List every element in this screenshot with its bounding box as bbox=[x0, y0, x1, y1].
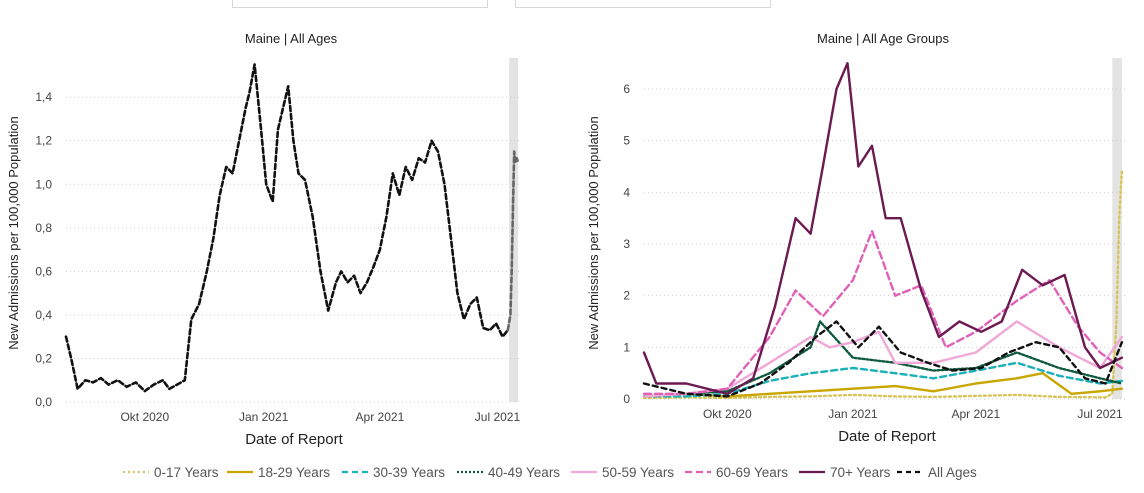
y-tick-label: 0,6 bbox=[35, 264, 52, 278]
legend: 0-17 Years 18-29 Years 30-39 Years 40-49 Ye… bbox=[123, 465, 977, 480]
series-50-59-years bbox=[642, 320, 1124, 398]
y-tick-label: 1,0 bbox=[35, 177, 52, 191]
chart-title: Maine | All Ages bbox=[245, 31, 338, 46]
x-tick-label: Okt 2020 bbox=[120, 410, 169, 424]
legend-item-label: 40-49 Years bbox=[488, 465, 560, 480]
filter-box-right[interactable] bbox=[515, 0, 771, 8]
legend-item-label: 18-29 Years bbox=[258, 465, 330, 480]
y-tick-label: 4 bbox=[623, 185, 630, 199]
legend-item-label: 0-17 Years bbox=[154, 465, 219, 480]
shaded-region bbox=[1112, 58, 1122, 399]
legend-item-label: 50-59 Years bbox=[602, 465, 674, 480]
filter-box-left[interactable] bbox=[232, 0, 488, 8]
legend-item-label: 70+ Years bbox=[830, 465, 891, 480]
y-tick-label: 0,8 bbox=[35, 221, 52, 235]
y-tick-label: 1,2 bbox=[35, 134, 52, 148]
y-tick-label: 1 bbox=[623, 340, 630, 354]
y-tick-label: 5 bbox=[623, 134, 630, 148]
y-tick-label: 3 bbox=[623, 237, 630, 251]
x-tick-label: Okt 2020 bbox=[703, 407, 752, 421]
y-tick-label: 0 bbox=[623, 392, 630, 406]
series-0-17-years bbox=[642, 170, 1124, 400]
y-tick-label: 0,2 bbox=[35, 351, 52, 365]
y-tick-label: 1,4 bbox=[35, 90, 52, 104]
chart-age-groups: Maine | All Age Groups New Admissions pe… bbox=[586, 31, 1126, 445]
x-tick-label: Jan 2021 bbox=[828, 407, 878, 421]
x-tick-label: Apr 2021 bbox=[356, 410, 405, 424]
legend-item-label: All Ages bbox=[928, 465, 977, 480]
series-all-ages bbox=[642, 320, 1124, 398]
y-tick-label: 6 bbox=[623, 82, 630, 96]
x-tick-label: Jan 2021 bbox=[239, 410, 289, 424]
y-axis-label: New Admissions per 100,000 Population bbox=[586, 116, 601, 349]
legend-item-label: 60-69 Years bbox=[716, 465, 788, 480]
chart-all-ages: Maine | All Ages New Admissions per 100,… bbox=[6, 31, 522, 448]
y-tick-label: 2 bbox=[623, 289, 630, 303]
series-60-69-years bbox=[642, 229, 1124, 395]
x-axis-label: Date of Report bbox=[245, 431, 343, 448]
x-axis-label: Date of Report bbox=[838, 428, 936, 445]
x-tick-label: Jul 2021 bbox=[1077, 407, 1123, 421]
legend-item-label: 30-39 Years bbox=[373, 465, 445, 480]
y-axis-label: New Admissions per 100,000 Population bbox=[6, 116, 21, 349]
series-line-0 bbox=[64, 63, 510, 393]
series-18-29-years bbox=[642, 372, 1124, 398]
series-line-1 bbox=[506, 150, 520, 332]
series-70-years bbox=[642, 62, 1124, 395]
y-tick-label: 0,4 bbox=[35, 308, 52, 322]
chart-title: Maine | All Age Groups bbox=[817, 31, 950, 46]
y-tick-label: 0,0 bbox=[35, 395, 52, 409]
plot-area: 0 1 2 3 4 5 6 Okt 2020 Jan 2021 Apr 2021 Jul 2021 bbox=[623, 58, 1126, 421]
x-tick-label: Apr 2021 bbox=[951, 407, 1000, 421]
plot-area: 0,0 0,2 0,4 0,6 0,8 1,0 1,2 1,4 Okt 2020 Jan 2021… bbox=[35, 58, 522, 424]
x-tick-label: Jul 2021 bbox=[475, 410, 521, 424]
